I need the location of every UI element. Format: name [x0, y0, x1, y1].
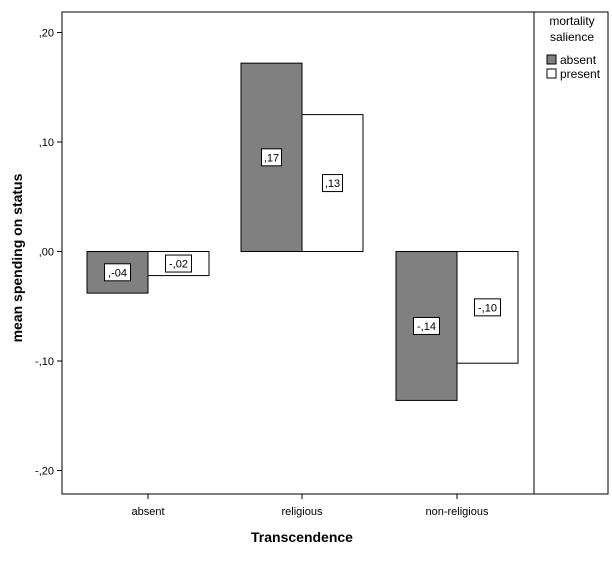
data-label-box	[322, 174, 343, 193]
data-label-box	[261, 148, 282, 167]
x-tick-label: absent	[131, 506, 164, 518]
x-tick-label: non-religious	[426, 506, 489, 518]
legend-area	[533, 11, 609, 495]
data-label: ,-04	[108, 267, 127, 279]
data-label: -,10	[478, 302, 497, 314]
x-tick-label: religious	[282, 506, 323, 518]
x-axis-title: Transcendence	[251, 529, 353, 545]
y-tick-label: ,10	[39, 137, 54, 149]
y-tick-label: ,20	[39, 28, 54, 40]
data-label-box	[474, 298, 501, 317]
legend-swatch-absent	[546, 54, 557, 65]
legend-label-present: present	[560, 67, 601, 81]
data-label: ,13	[325, 178, 340, 190]
y-tick-label: ,00	[39, 247, 54, 259]
y-tick-label: -,20	[35, 466, 54, 478]
data-label: -,14	[417, 321, 436, 333]
legend-swatch-present	[546, 68, 557, 79]
data-label: -,02	[169, 259, 188, 271]
bars-layer: ,-04 -,02 ,17 ,13 -,14 -,10	[86, 62, 519, 401]
y-axis-title: mean spending on status	[9, 173, 25, 342]
y-tick-label: -,10	[35, 356, 54, 368]
y-axis: ,20 ,10 ,00 -,10 -,20	[35, 28, 62, 478]
x-axis: absent religious non-religious	[131, 494, 489, 518]
data-label: ,17	[264, 152, 279, 164]
legend-title-line-1: mortality	[549, 14, 594, 28]
legend-label-absent: absent	[560, 53, 597, 67]
data-label-box	[413, 316, 440, 335]
data-label-box	[165, 254, 192, 273]
data-label-box	[104, 263, 131, 282]
legend-title-line-2: salience	[550, 30, 594, 44]
